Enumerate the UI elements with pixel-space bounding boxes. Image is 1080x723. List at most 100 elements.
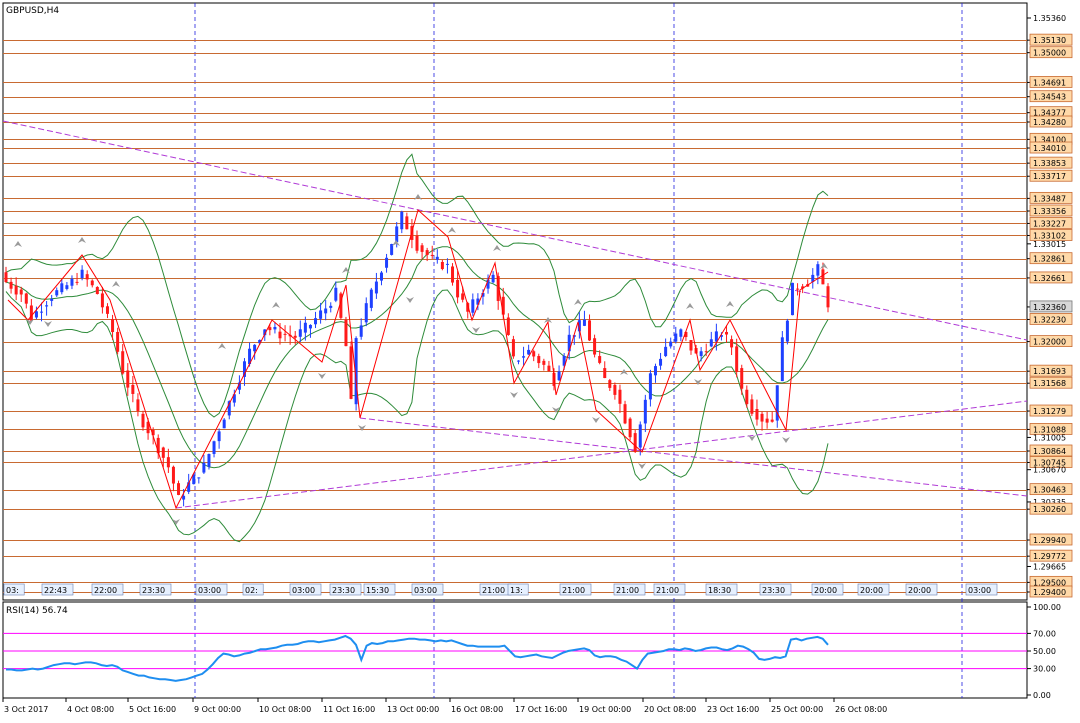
price-level-label-box	[1029, 404, 1073, 417]
candle-body	[476, 298, 480, 305]
time-marker-box	[329, 583, 362, 596]
time-axis-label: 19 Oct 00:00	[579, 705, 631, 714]
price-axis-label: 1.34543	[1033, 93, 1066, 102]
candle-body	[593, 338, 597, 355]
candle-body	[440, 261, 444, 270]
candle-body	[826, 286, 830, 308]
fractal-down-arrow	[44, 321, 52, 327]
time-marker-box	[195, 583, 228, 596]
rsi-indicator: 100.00 70.00 50.00 30.00 0.00	[3, 603, 1061, 700]
candle-body	[684, 331, 688, 338]
candle-body	[603, 368, 607, 379]
time-marker-box	[759, 583, 792, 596]
price-level-label-box	[1029, 90, 1073, 103]
fractal-up-arrow	[78, 237, 86, 243]
time-marker-label: 21:00	[616, 586, 639, 595]
price-level-label-box	[1029, 364, 1073, 377]
time-marker-strip: 03: 22:43 22:00 23:30 03:00 02: 03:00 23:30 15:3…	[3, 583, 998, 596]
candle-body	[456, 279, 460, 298]
fractal-up-arrow	[112, 281, 120, 287]
fractal-up-arrow	[414, 194, 422, 200]
current-price-label-box	[1029, 300, 1073, 313]
price-axis-label: 1.29940	[1033, 536, 1066, 545]
time-marker-box	[705, 583, 738, 596]
candle-body	[395, 226, 399, 243]
price-axis-label: 1.33717	[1033, 172, 1066, 181]
candle-body	[435, 256, 439, 260]
candle-body	[821, 269, 825, 285]
time-marker-label: 21:00	[656, 586, 679, 595]
candle-body	[618, 389, 622, 404]
time-marker-box	[289, 583, 322, 596]
fractal-down-arrow	[638, 463, 646, 469]
candle-body	[379, 272, 383, 281]
fractal-up-arrow	[342, 267, 350, 273]
fractal-up-arrow	[272, 302, 280, 308]
price-axis-label: 1.33227	[1033, 219, 1066, 228]
time-marker-label: 23:30	[332, 586, 355, 595]
candle-body	[770, 419, 774, 422]
time-marker-box	[139, 583, 172, 596]
time-marker-box	[653, 583, 686, 596]
candle-body	[202, 462, 206, 473]
price-axis-label: 1.29772	[1033, 552, 1066, 561]
price-level-label-box	[1029, 585, 1073, 598]
candle-body	[187, 482, 191, 492]
time-marker-box	[411, 583, 444, 596]
fractal-up-arrow	[620, 369, 628, 375]
time-marker-box	[507, 583, 529, 596]
candle-body	[765, 418, 769, 423]
price-axis-label: 1.33102	[1033, 231, 1066, 240]
candle-body	[268, 327, 272, 331]
price-level-label-box	[1029, 483, 1073, 496]
price-level-label-box	[1029, 252, 1073, 265]
time-axis-label: 11 Oct 16:00	[323, 705, 375, 714]
fractal-down-arrow	[552, 407, 560, 413]
time-axis-label: 4 Oct 08:00	[67, 705, 114, 714]
candle-body	[780, 337, 784, 382]
candle-body	[182, 495, 186, 500]
time-marker-label: 15:30	[366, 586, 389, 595]
time-marker-label: 02:	[245, 586, 258, 595]
time-marker-label: 03:00	[414, 586, 437, 595]
time-axis-label: 3 Oct 2017	[4, 705, 48, 714]
candle-body	[359, 325, 363, 337]
price-level-label-box	[1029, 141, 1073, 154]
candle-body	[725, 331, 729, 335]
candle-body	[4, 272, 8, 282]
candle-body	[582, 319, 586, 326]
candle-body	[755, 409, 759, 420]
fractal-up-arrow	[218, 343, 226, 349]
time-axis-label: 20 Oct 08:00	[644, 705, 696, 714]
candle-body	[608, 380, 612, 388]
price-axis-label: 1.34010	[1033, 144, 1066, 153]
current-price-label: 1.32360	[1033, 303, 1066, 312]
candle-body	[151, 429, 155, 436]
price-axis-label: 1.35130	[1033, 36, 1066, 45]
candle-body	[75, 281, 79, 283]
candle-body	[248, 348, 252, 365]
price-level-label-box	[1029, 33, 1073, 46]
price-level-label-box	[1029, 115, 1073, 128]
price-level-label-box	[1029, 191, 1073, 204]
time-marker-label: 21:00	[562, 586, 585, 595]
candle-body	[141, 413, 145, 428]
price-axis-label: 1.30864	[1033, 447, 1066, 456]
grid-layer	[194, 3, 963, 698]
candle-body	[628, 418, 632, 438]
candle-body	[598, 356, 602, 363]
time-marker-box	[363, 583, 396, 596]
price-axis-label: 1.31568	[1033, 379, 1066, 388]
candle-body	[161, 447, 165, 458]
candle-body	[303, 322, 307, 333]
fractal-up-arrow	[392, 240, 400, 246]
price-level-label-box	[1029, 204, 1073, 217]
candle-body	[735, 346, 739, 372]
candle-body	[740, 368, 744, 389]
fractal-down-arrow	[26, 319, 34, 325]
candle-body	[811, 274, 815, 282]
time-axis-label: 17 Oct 16:00	[515, 705, 567, 714]
fractal-up-arrow	[820, 263, 828, 269]
